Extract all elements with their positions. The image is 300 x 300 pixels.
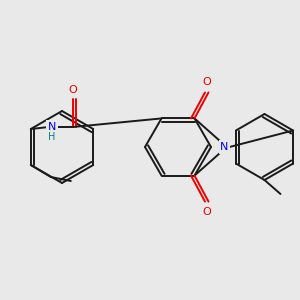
Text: N: N (220, 142, 229, 152)
Text: O: O (202, 207, 211, 217)
Text: O: O (202, 77, 211, 87)
Text: H: H (48, 132, 56, 142)
Text: O: O (68, 85, 77, 95)
Text: N: N (48, 122, 56, 132)
